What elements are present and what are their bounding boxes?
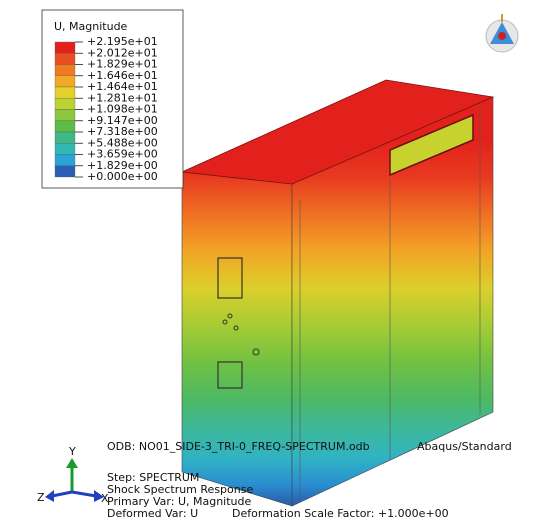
legend-swatch [54, 98, 76, 110]
legend-label: +0.000e+00 [87, 170, 158, 183]
legend-swatch [54, 64, 76, 76]
legend-label: +9.147e+00 [87, 114, 158, 127]
legend: +2.195e+01+2.012e+01+1.829e+01+1.646e+01… [54, 35, 158, 183]
legend-swatch [54, 131, 76, 144]
legend-swatch [54, 75, 76, 88]
primary-var: Primary Var: U, Magnitude [107, 495, 252, 508]
legend-label: +1.464e+01 [87, 80, 158, 93]
legend-label: +1.829e+00 [87, 159, 158, 172]
legend-label: +1.829e+01 [87, 58, 158, 71]
legend-title: U, Magnitude [54, 20, 128, 33]
legend-swatch [54, 86, 76, 99]
legend-label: +3.659e+00 [87, 148, 158, 161]
step-label: Step: SPECTRUM [107, 471, 199, 484]
legend-swatch [54, 109, 76, 121]
legend-swatch [54, 154, 76, 166]
legend-swatch [54, 143, 76, 155]
legend-label: +5.488e+00 [87, 136, 158, 149]
legend-label: +2.195e+01 [87, 35, 158, 48]
odb-label: ODB: NO01_SIDE-3_TRI-0_FREQ-SPECTRUM.odb [107, 440, 370, 453]
legend-swatch [54, 41, 76, 54]
triad-x: X [101, 492, 109, 505]
legend-swatch [54, 120, 76, 133]
legend-swatch [54, 165, 76, 178]
solver-label: Abaqus/Standard [417, 440, 512, 453]
legend-label: +1.646e+01 [87, 69, 158, 82]
triad-y: Y [68, 445, 76, 458]
step-description: Shock Spectrum Response [107, 483, 253, 496]
axis-triad [45, 458, 104, 502]
cabinet-model [180, 79, 495, 507]
triad-z: Z [37, 491, 45, 504]
legend-label: +1.281e+01 [87, 91, 158, 104]
legend-label: +2.012e+01 [87, 46, 158, 59]
legend-label: +1.098e+01 [87, 103, 158, 116]
deformed-var: Deformed Var: U [107, 507, 198, 520]
scale-factor: Deformation Scale Factor: +1.000e+00 [232, 507, 449, 520]
view-cube-icon [485, 14, 519, 53]
legend-swatch [54, 53, 76, 65]
legend-label: +7.318e+00 [87, 125, 158, 138]
